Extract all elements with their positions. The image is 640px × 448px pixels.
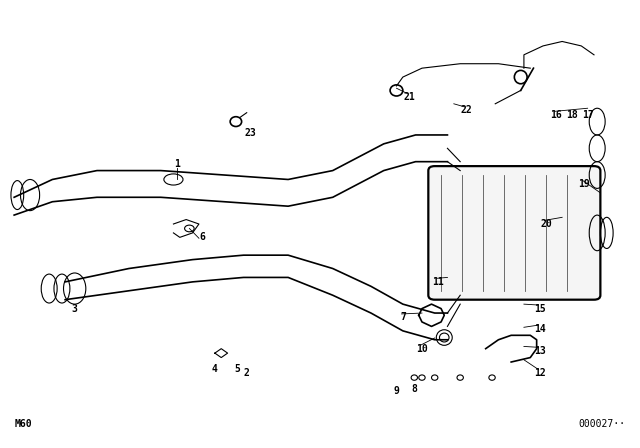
Text: 22: 22 (461, 105, 472, 116)
FancyBboxPatch shape (428, 166, 600, 300)
Text: 23: 23 (244, 128, 256, 138)
Text: 15: 15 (534, 304, 546, 314)
Text: 18: 18 (566, 110, 577, 120)
Text: 17: 17 (582, 110, 593, 120)
Text: 000027··: 000027·· (579, 419, 626, 429)
Text: 16: 16 (550, 110, 562, 120)
Text: 6: 6 (199, 233, 205, 242)
Text: 2: 2 (244, 368, 250, 378)
Text: 10: 10 (416, 344, 428, 353)
Text: 1: 1 (173, 159, 180, 169)
Text: 9: 9 (394, 386, 399, 396)
Text: 21: 21 (403, 92, 415, 102)
Text: 11: 11 (432, 277, 444, 287)
Text: 19: 19 (579, 179, 590, 189)
Text: 20: 20 (540, 219, 552, 229)
Text: M60: M60 (14, 419, 32, 429)
Text: 5: 5 (234, 364, 240, 374)
Text: 13: 13 (534, 346, 546, 356)
Text: 7: 7 (400, 313, 406, 323)
Text: 4: 4 (212, 364, 218, 374)
Text: 12: 12 (534, 368, 546, 378)
Text: 14: 14 (534, 323, 546, 334)
Text: 8: 8 (412, 384, 417, 394)
Text: 3: 3 (72, 304, 77, 314)
